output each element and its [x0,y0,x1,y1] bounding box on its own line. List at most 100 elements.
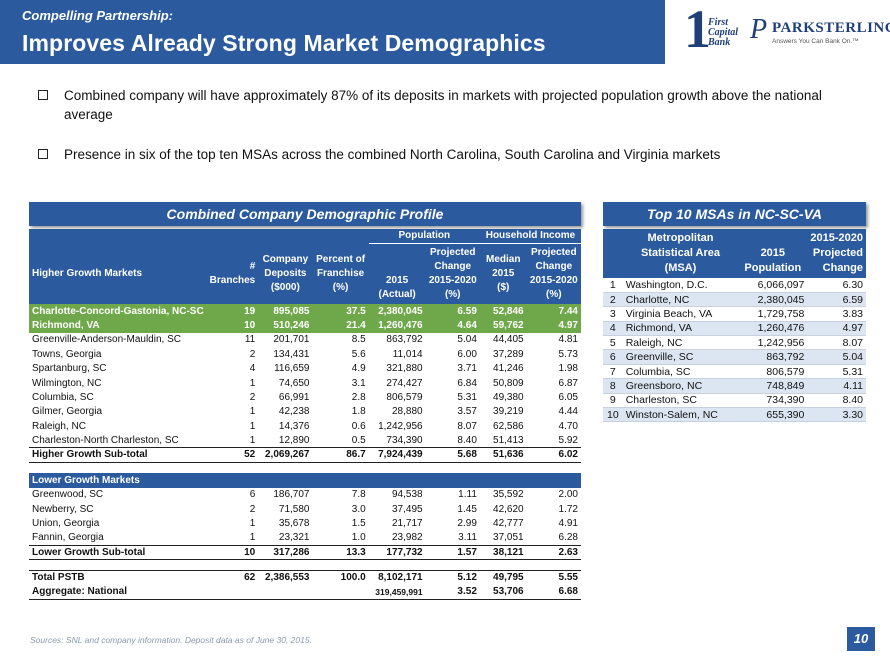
msa-change: 8.07 [807,335,866,351]
msa-name: Raleigh, NC [622,335,739,351]
first-capital-bank-logo: 1 First Capital Bank [682,2,742,56]
cell-value: 1,242,956 [378,420,423,432]
msa-population: 655,390 [738,407,808,423]
msa-row: 8 Greensboro, NC 748,849 4.11 [603,378,866,394]
top10-msa-table: Metropolitan Statistical Area (MSA) 2015 Po… [603,229,866,423]
table-row: Wilmington, NC 1 74,650 3.1 274,427 6.84 50,80… [29,376,581,390]
cell-value: 1.72 [558,503,578,515]
cell-value: 317,286 [258,544,313,561]
source-footnote: Sources: SNL and company information. De… [30,635,312,645]
cell-value: 41,246 [493,363,524,375]
bullet-item: Combined company will have approximately… [38,86,858,124]
cell-value: 0.5 [351,434,366,446]
page-number: 10 [847,627,875,651]
table-row: Raleigh, NC 1 14,376 0.6 1,242,956 8.07 62,586… [29,419,581,433]
msa-population: 1,242,956 [738,335,808,351]
cell-value: 1.0 [351,532,366,544]
cell-value: 42,620 [493,503,524,515]
msa-change: 3.83 [807,306,866,322]
cell-value: 4.64 [425,318,480,333]
cell-value: 12,890 [278,434,310,446]
cell-value: 1.8 [351,406,366,418]
cell-value: 52,846 [479,303,527,319]
msa-change: 8.40 [807,393,866,409]
cell-value: 1.45 [457,503,477,515]
cell-value: 49,380 [493,391,524,403]
table-row: Higher Growth Sub-total 52 2,069,267 86.7 7,… [29,447,581,463]
cell-value [258,584,313,600]
col-pop-change: Projected Change 2015-2020 (%) [425,243,480,304]
msa-row: 1 Washington, D.C. 6,066,097 6.30 [603,278,866,293]
msa-row: 9 Charleston, SC 734,390 8.40 [603,393,866,409]
first-capital-logo-glyph: 1 [684,0,711,59]
cell-value: 7.8 [351,489,366,501]
table-row: Charlotte-Concord-Gastonia, NC-SC 19 895,0… [29,303,581,319]
cell-value: 10 [206,544,259,561]
cell-value: 4 [249,363,256,375]
cell-value: 71,580 [278,503,310,515]
park-sterling-tagline: Answers You Can Bank On.™ [772,38,859,45]
cell-value: 6.28 [558,532,578,544]
cell-label: Lower Growth Sub-total [29,544,207,561]
cell-value: 51,636 [479,447,527,463]
cell-value [312,584,369,600]
cell-value: 2,069,267 [258,447,313,463]
cell-value: 4.91 [558,518,578,530]
table-row: Total PSTB 62 2,386,553 100.0 8,102,171 5.12 4… [29,570,581,585]
cell-label: Richmond, VA [29,318,207,333]
col-msa: Metropolitan Statistical Area (MSA) [622,229,739,278]
msa-rank: 8 [603,378,623,394]
cell-label: Greenwood, SC [32,489,104,501]
cell-value: 1.57 [425,544,480,561]
cell-value: 6.84 [457,377,477,389]
cell-value: 4.97 [526,318,581,333]
msa-population: 1,260,476 [738,321,808,337]
cell-value: 11 [244,334,256,346]
cell-value: 53,706 [479,584,527,600]
cell-value: 21.4 [312,318,369,333]
cell-value: 51,413 [493,434,524,446]
cell-value: 6.68 [526,584,581,600]
cell-value: 94,538 [391,489,423,501]
cell-value: 66,991 [278,391,310,403]
cell-value: 37,051 [493,532,524,544]
cell-value: 74,650 [278,377,310,389]
cell-value: 59,762 [479,318,527,333]
cell-value: 1.98 [558,363,578,375]
bullet-text: Combined company will have approximately… [64,88,822,122]
cell-value: 38,121 [479,544,527,561]
cell-value: 3.71 [457,363,477,375]
cell-value: 100.0 [312,570,369,585]
cell-value: 734,390 [386,434,423,446]
cell-value: 0.6 [351,420,366,432]
cell-value: 5.6 [351,348,366,360]
cell-value: 2,380,045 [368,303,426,319]
cell-label: Columbia, SC [32,391,94,403]
cell-value: 806,579 [386,391,423,403]
col-deposits: Company Deposits ($000) [258,243,313,304]
cell-value: 2 [249,503,256,515]
cell-value: 3.11 [458,532,477,544]
slide-kicker: Compelling Partnership: [22,8,173,23]
first-capital-logo-text: First Capital Bank [708,18,738,48]
cell-label: Charleston-North Charleston, SC [32,434,179,446]
msa-row: 6 Greenville, SC 863,792 5.04 [603,349,866,365]
cell-value: 8.40 [457,434,477,446]
msa-rank: 5 [603,335,623,351]
cell-value: 5.68 [425,447,480,463]
table-group-header: Population Household Income [29,229,581,244]
msa-row: 7 Columbia, SC 806,579 5.31 [603,364,866,380]
cell-label: Higher Growth Sub-total [29,447,207,463]
col-branches: # Branches [206,243,259,304]
msa-population: 2,380,045 [738,292,808,308]
bullet-item: Presence in six of the top ten MSAs acro… [38,145,858,164]
cell-value: 7.44 [526,303,581,319]
bullet-text: Presence in six of the top ten MSAs acro… [64,147,721,162]
msa-rank: 7 [603,364,623,380]
cell-value: 2,386,553 [258,570,313,585]
first-capital-line1: First [708,17,729,28]
cell-value: 8,102,171 [368,570,426,585]
cell-value: 1,260,476 [368,318,426,333]
cell-label: Union, Georgia [32,518,100,530]
msa-row: 10 Winston-Salem, NC 655,390 3.30 [603,407,866,423]
